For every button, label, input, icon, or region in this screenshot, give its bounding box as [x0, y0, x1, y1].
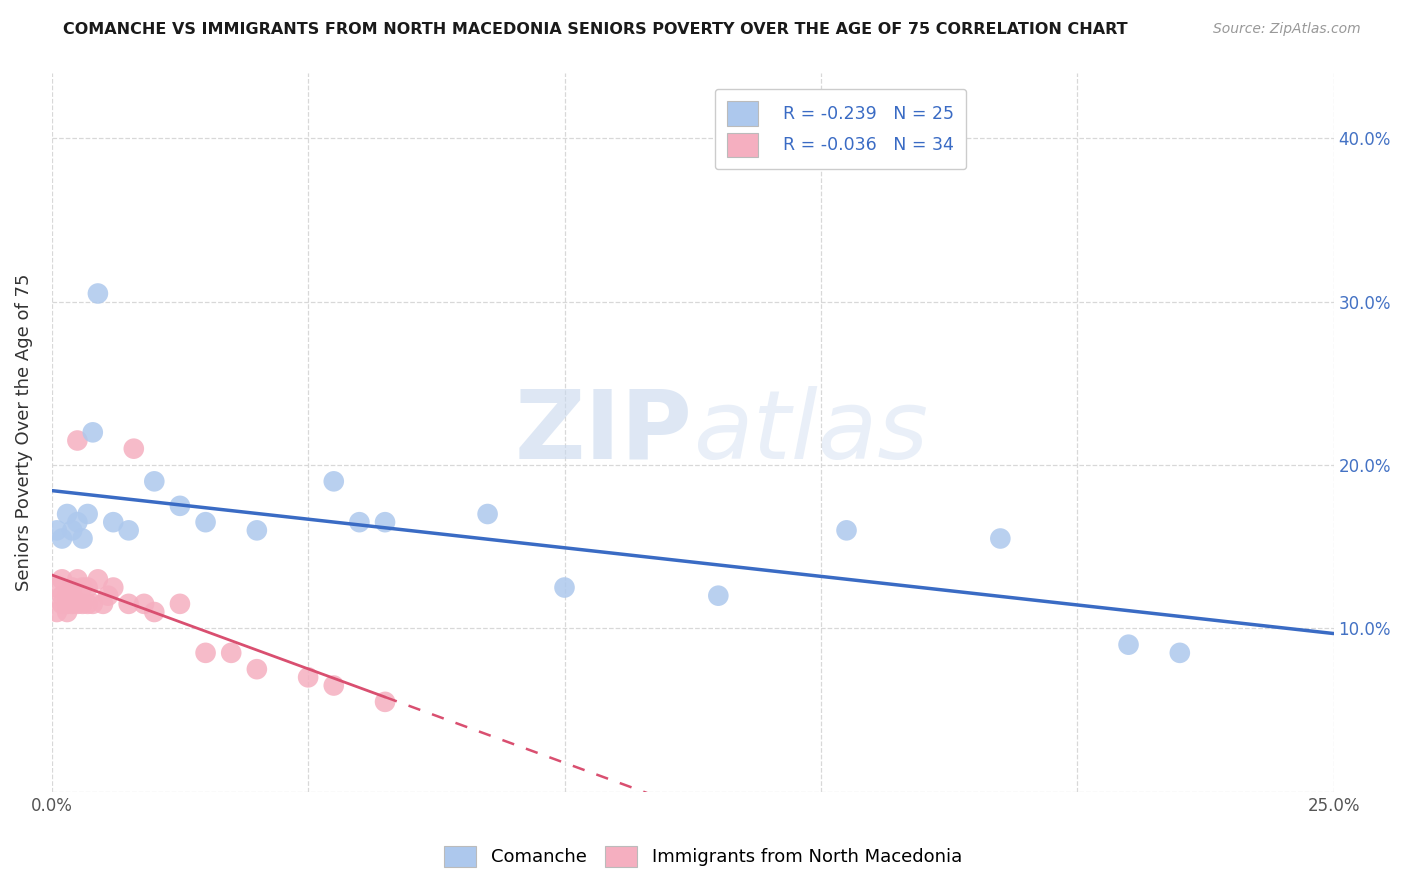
Point: [72, 581, 94, 595]
Point: [51, 572, 73, 586]
Point: [246, 524, 269, 538]
Point: [374, 515, 396, 529]
Point: [56, 605, 79, 619]
Point: [51, 532, 73, 546]
Point: [76, 581, 98, 595]
Point: [374, 695, 396, 709]
Point: [194, 515, 217, 529]
Text: atlas: atlas: [693, 386, 928, 479]
Point: [51, 589, 73, 603]
Point: [988, 532, 1011, 546]
Point: [349, 515, 371, 529]
Point: [45, 605, 67, 619]
Point: [219, 646, 242, 660]
Point: [45, 524, 67, 538]
Point: [72, 597, 94, 611]
Point: [66, 597, 89, 611]
Point: [1118, 638, 1140, 652]
Point: [103, 581, 125, 595]
Point: [118, 597, 141, 611]
Point: [66, 515, 89, 529]
Point: [87, 286, 110, 301]
Point: [169, 499, 191, 513]
Point: [194, 646, 217, 660]
Y-axis label: Seniors Poverty Over the Age of 75: Seniors Poverty Over the Age of 75: [15, 274, 32, 591]
Point: [297, 670, 319, 684]
Text: COMANCHE VS IMMIGRANTS FROM NORTH MACEDONIA SENIORS POVERTY OVER THE AGE OF 75 C: COMANCHE VS IMMIGRANTS FROM NORTH MACEDO…: [63, 22, 1128, 37]
Point: [132, 597, 155, 611]
Point: [82, 425, 104, 440]
Point: [56, 589, 79, 603]
Point: [60, 524, 83, 538]
Point: [122, 442, 145, 456]
Point: [76, 507, 98, 521]
Point: [103, 515, 125, 529]
Point: [51, 597, 73, 611]
Point: [45, 581, 67, 595]
Point: [60, 589, 83, 603]
Text: Source: ZipAtlas.com: Source: ZipAtlas.com: [1213, 22, 1361, 37]
Point: [66, 434, 89, 448]
Point: [707, 589, 730, 603]
Legend:   R = -0.239   N = 25,   R = -0.036   N = 34: R = -0.239 N = 25, R = -0.036 N = 34: [714, 89, 966, 169]
Point: [72, 532, 94, 546]
Point: [118, 524, 141, 538]
Point: [322, 679, 344, 693]
Point: [1168, 646, 1191, 660]
Point: [87, 572, 110, 586]
Point: [82, 597, 104, 611]
Point: [60, 597, 83, 611]
Point: [60, 581, 83, 595]
Point: [553, 581, 575, 595]
Point: [322, 475, 344, 489]
Point: [143, 605, 166, 619]
Point: [835, 524, 858, 538]
Point: [143, 475, 166, 489]
Point: [76, 597, 98, 611]
Point: [246, 662, 269, 676]
Point: [169, 597, 191, 611]
Point: [66, 572, 89, 586]
Point: [56, 507, 79, 521]
Point: [91, 597, 114, 611]
Point: [97, 589, 120, 603]
Legend: Comanche, Immigrants from North Macedonia: Comanche, Immigrants from North Macedoni…: [437, 838, 969, 874]
Text: ZIP: ZIP: [515, 386, 693, 479]
Point: [477, 507, 499, 521]
Point: [56, 597, 79, 611]
